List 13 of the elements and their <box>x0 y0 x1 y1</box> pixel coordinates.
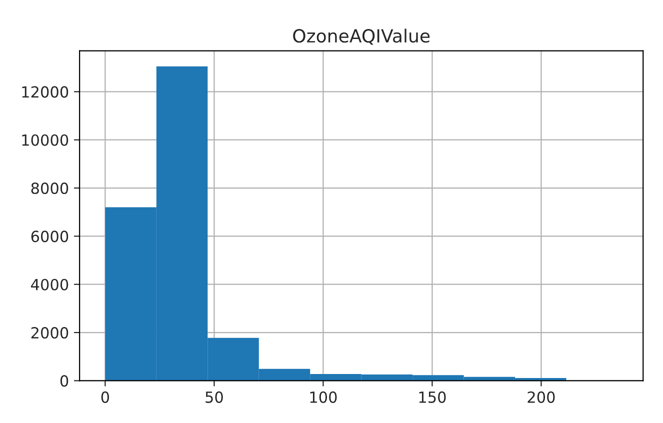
y-tick-label: 6000 <box>31 230 68 242</box>
y-tick-label: 4000 <box>31 278 68 290</box>
y-tick-label: 12000 <box>22 86 68 98</box>
x-tick-label: 100 <box>310 391 337 403</box>
x-tick-label: 200 <box>528 391 555 403</box>
x-tick-label: 0 <box>101 391 110 403</box>
chart-title: OzoneAQIValue <box>293 28 430 45</box>
y-tick-label: 2000 <box>31 327 68 339</box>
x-tick-label: 150 <box>419 391 446 403</box>
y-tick-label: 8000 <box>31 182 68 194</box>
y-tick-label: 10000 <box>22 134 68 146</box>
x-tick-label: 50 <box>206 391 223 403</box>
y-tick-label: 0 <box>60 375 68 387</box>
